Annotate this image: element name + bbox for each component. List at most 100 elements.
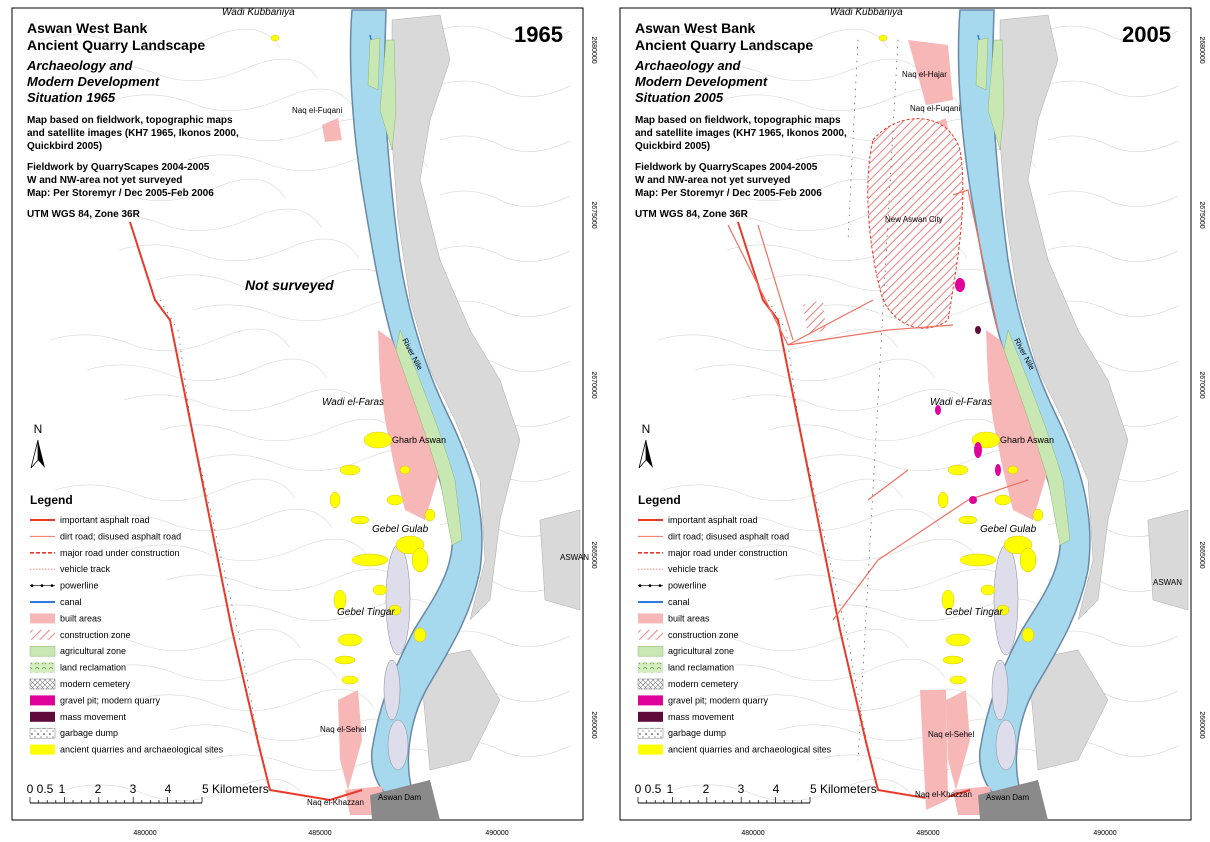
scale-label: 0.5 xyxy=(645,782,662,796)
contour xyxy=(439,25,571,42)
contour xyxy=(49,328,291,352)
northing-label: 2660000 xyxy=(1198,711,1205,738)
contour xyxy=(160,418,402,442)
legend-swatch xyxy=(638,613,663,624)
easting-label: 480000 xyxy=(133,830,156,837)
place-label: Naq el-Khazzan xyxy=(307,798,364,807)
quarry-site xyxy=(1021,627,1035,643)
legend-heading: Legend xyxy=(30,493,73,507)
place-label: Naq el-Fuqani xyxy=(910,104,960,113)
legend-swatch xyxy=(638,629,663,640)
contour xyxy=(704,658,946,682)
contour xyxy=(439,190,571,207)
legend-swatch xyxy=(638,584,642,587)
quarry-site xyxy=(996,604,1010,616)
quarry-site xyxy=(958,515,978,525)
scale-label: 5 Kilometers xyxy=(202,782,269,796)
legend-swatch xyxy=(638,695,663,706)
contour xyxy=(1047,25,1179,42)
legend-label: ancient quarries and archaeological site… xyxy=(668,745,832,755)
map-note: and satellite images (KH7 1965, Ikonos 2… xyxy=(635,128,847,139)
legend-label: dirt road; disused asphalt road xyxy=(60,531,181,541)
map-subtitle: Archaeology and xyxy=(634,58,742,73)
quarry-site xyxy=(959,553,997,567)
map-note: Fieldwork by QuarryScapes 2004-2005 xyxy=(27,162,210,173)
scale-label: 1 xyxy=(667,782,674,796)
scale-label: 2 xyxy=(95,782,102,796)
contour xyxy=(773,568,1015,592)
quarry-site xyxy=(337,633,363,647)
map-year: 1965 xyxy=(514,22,563,47)
gravel-pit xyxy=(974,442,982,458)
quarry-site xyxy=(270,34,280,42)
legend-label: land reclamation xyxy=(60,663,126,673)
contour xyxy=(165,568,407,592)
north-arrow xyxy=(646,440,653,468)
built-area xyxy=(920,690,948,810)
legend-label: construction zone xyxy=(60,630,131,640)
place-label: Naq el-Khazzan xyxy=(915,790,972,799)
agricultural-zone xyxy=(975,37,989,91)
legend-label: powerline xyxy=(668,581,707,591)
contour xyxy=(118,238,360,262)
place-label: Naq el-Hajar xyxy=(902,70,947,79)
place-label: Gebel Gulab xyxy=(372,524,429,535)
contour xyxy=(44,178,286,202)
place-label: Wadi el-Faras xyxy=(322,397,384,408)
contour xyxy=(652,178,894,202)
place-label: New Aswan City xyxy=(885,215,943,224)
map-note: Map: Per Storemyr / Dec 2005-Feb 2006 xyxy=(635,188,822,199)
quarry-site xyxy=(947,464,969,476)
island xyxy=(991,659,1009,721)
legend-swatch xyxy=(637,678,664,690)
scale-label: 0 xyxy=(27,782,34,796)
contour xyxy=(113,88,355,112)
built-area xyxy=(378,330,440,520)
dirt-road xyxy=(727,189,1029,621)
place-label: ASWAN xyxy=(1153,578,1182,587)
legend-label: garbage dump xyxy=(668,728,726,738)
map-subtitle: Situation 1965 xyxy=(27,90,116,105)
legend-swatch xyxy=(29,727,56,739)
legend-label: modern cemetery xyxy=(668,679,739,689)
legend-heading: Legend xyxy=(638,493,681,507)
scale-label: 2 xyxy=(703,782,710,796)
quarry-site xyxy=(949,675,967,685)
quarry-site xyxy=(945,633,971,647)
town-area xyxy=(1027,649,1109,771)
quarry-site xyxy=(941,589,955,611)
quarry-site xyxy=(413,627,427,643)
place-label: Aswan Dam xyxy=(986,793,1029,802)
gravel-pit xyxy=(995,464,1001,476)
place-label: Gharb Aswan xyxy=(1000,435,1054,445)
contour xyxy=(667,628,909,652)
legend-label: dirt road; disused asphalt road xyxy=(668,531,789,541)
town-area xyxy=(1147,509,1189,611)
contour xyxy=(123,388,365,412)
map-note: UTM WGS 84, Zone 36R xyxy=(635,209,749,220)
contour xyxy=(684,58,926,82)
contour xyxy=(439,80,571,97)
map-note: W and NW-area not yet surveyed xyxy=(635,175,790,186)
legend-swatch xyxy=(30,711,55,722)
map-note: Map: Per Storemyr / Dec 2005-Feb 2006 xyxy=(27,188,214,199)
northing-label: 2675000 xyxy=(1198,201,1205,228)
legend-label: vehicle track xyxy=(668,564,719,574)
legend-label: canal xyxy=(668,597,690,607)
map-note: Quickbird 2005) xyxy=(27,141,102,152)
map-title: Aswan West Bank xyxy=(635,20,756,36)
north-arrow xyxy=(38,440,45,468)
map-subtitle: Modern Development xyxy=(635,74,768,89)
town-area xyxy=(999,14,1129,621)
quarry-site xyxy=(388,604,402,616)
gravel-pit xyxy=(935,405,941,415)
map-title: Ancient Quarry Landscape xyxy=(27,37,205,53)
town-area xyxy=(539,509,581,611)
contour xyxy=(54,478,296,502)
agricultural-zone xyxy=(987,39,1005,151)
legend-swatch xyxy=(658,584,662,587)
easting-label: 490000 xyxy=(485,830,508,837)
quarry-site xyxy=(329,491,341,509)
island xyxy=(383,659,401,721)
